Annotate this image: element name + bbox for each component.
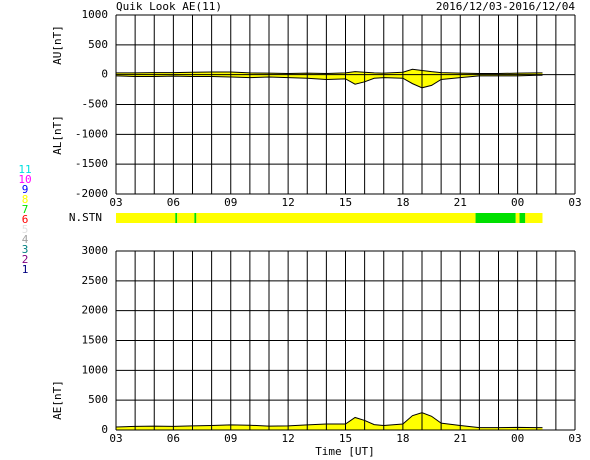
x-tick-label: 12 [282,432,295,445]
y-tick-label: -500 [82,98,109,111]
station-segment [194,213,197,223]
line [116,68,543,74]
station-segment [196,213,476,223]
y-tick-label: 500 [88,38,108,51]
legend-entry: 9 [22,183,29,196]
x-tick-label: 03 [568,432,581,445]
legend-entry: 3 [22,243,29,256]
legend-entry: 5 [22,223,29,236]
y-tick-label: -1000 [75,127,108,140]
y-tick-label: 1000 [82,363,109,376]
y-tick-label: 0 [101,68,108,81]
y-tick-label: 3000 [82,244,109,257]
y-tick-label: 1000 [82,8,109,21]
x-tick-label: 21 [454,432,467,445]
legend-entry: 7 [22,203,29,216]
y-tick-label: 0 [101,423,108,436]
station-segment [525,213,543,223]
x-tick-label: 00 [511,196,524,209]
y-tick-label: 2500 [82,274,109,287]
station-segment [519,213,526,223]
x-tick-label: 09 [224,196,237,209]
x-tick-label: 15 [339,196,352,209]
legend-entry: 1 [22,263,29,276]
line [115,412,543,429]
legend-entry: 8 [22,193,29,206]
x-tick-label: 21 [454,196,467,209]
x-tick-label: 03 [568,196,581,209]
x-axis-label: Time [UT] [315,445,375,458]
y-axis-label: AU[nT] [51,25,64,65]
station-label: N.STN [69,211,102,224]
x-tick-label: 09 [224,432,237,445]
area [116,69,543,75]
station-segment [515,213,520,223]
station-segment [116,213,176,223]
y-axis-label: AL[nT] [51,115,64,155]
y-tick-label: -2000 [75,187,108,200]
y-tick-label: 2000 [82,304,109,317]
area [116,74,543,88]
x-tick-label: 18 [396,432,409,445]
station-segment [475,213,516,223]
x-tick-label: 03 [109,196,122,209]
line [115,74,543,89]
station-segment [177,213,195,223]
x-tick-label: 12 [282,196,295,209]
x-tick-label: 15 [339,432,352,445]
y-tick-label: 500 [88,393,108,406]
legend-entry: 6 [22,213,29,226]
chart-title: Quik Look AE(11) [116,0,222,13]
station-segment [175,213,178,223]
y-tick-label: -1500 [75,157,108,170]
legend-entry: 10 [18,173,31,186]
y-tick-label: 1500 [82,334,109,347]
legend-entry: 4 [22,233,29,246]
legend-entry: 2 [22,253,29,266]
x-tick-label: 06 [167,196,180,209]
x-tick-label: 18 [396,196,409,209]
x-tick-label: 00 [511,432,524,445]
legend-entry: 11 [18,163,31,176]
y-axis-label: AE[nT] [51,380,64,420]
x-tick-label: 06 [167,432,180,445]
period: 2016/12/03-2016/12/04 [436,0,575,13]
x-tick-label: 03 [109,432,122,445]
